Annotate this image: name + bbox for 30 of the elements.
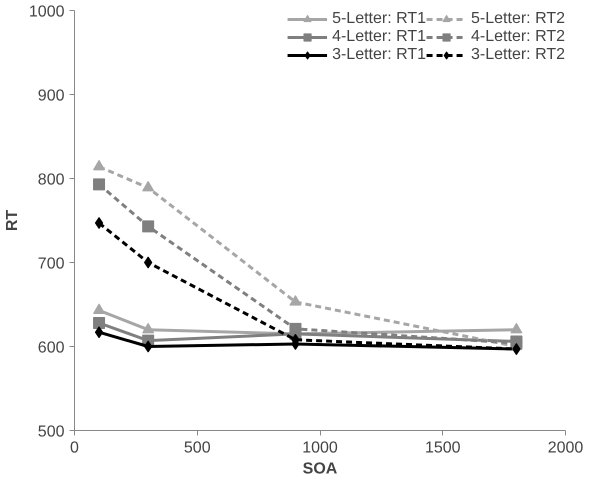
legend-label: 4-Letter: RT1 <box>332 28 426 46</box>
y-tick-label: 600 <box>38 340 65 356</box>
point <box>93 316 106 329</box>
point <box>142 180 154 192</box>
y-tick-label: 800 <box>38 172 65 188</box>
point <box>144 340 152 352</box>
point <box>93 304 106 314</box>
legend-label: 4-Letter: RT2 <box>471 28 565 46</box>
y-tick-label: 900 <box>38 88 65 104</box>
y-axis-title: RT <box>4 210 21 232</box>
legend-label: 3-Letter: RT1 <box>332 46 426 64</box>
point <box>94 217 104 230</box>
x-tick-label: 500 <box>184 440 211 456</box>
point <box>93 178 106 190</box>
point <box>289 295 302 306</box>
legend-label: 3-Letter: RT2 <box>471 46 565 64</box>
legend-label: 5-Letter: RT1 <box>332 10 426 28</box>
x-tick-label: 1000 <box>302 440 338 456</box>
x-axis-title: SOA <box>302 460 338 478</box>
y-tick-label: 500 <box>38 424 65 440</box>
point <box>144 256 152 268</box>
point <box>142 220 154 232</box>
x-tick-label: 0 <box>70 440 80 456</box>
point <box>94 326 104 338</box>
point <box>93 160 106 170</box>
x-tick-label: 2000 <box>548 440 584 456</box>
y-tick-label: 1000 <box>28 4 65 20</box>
x-tick-label: 1500 <box>424 440 461 456</box>
y-tick-label: 700 <box>38 256 65 272</box>
legend-label: 5-Letter: RT2 <box>471 10 565 28</box>
